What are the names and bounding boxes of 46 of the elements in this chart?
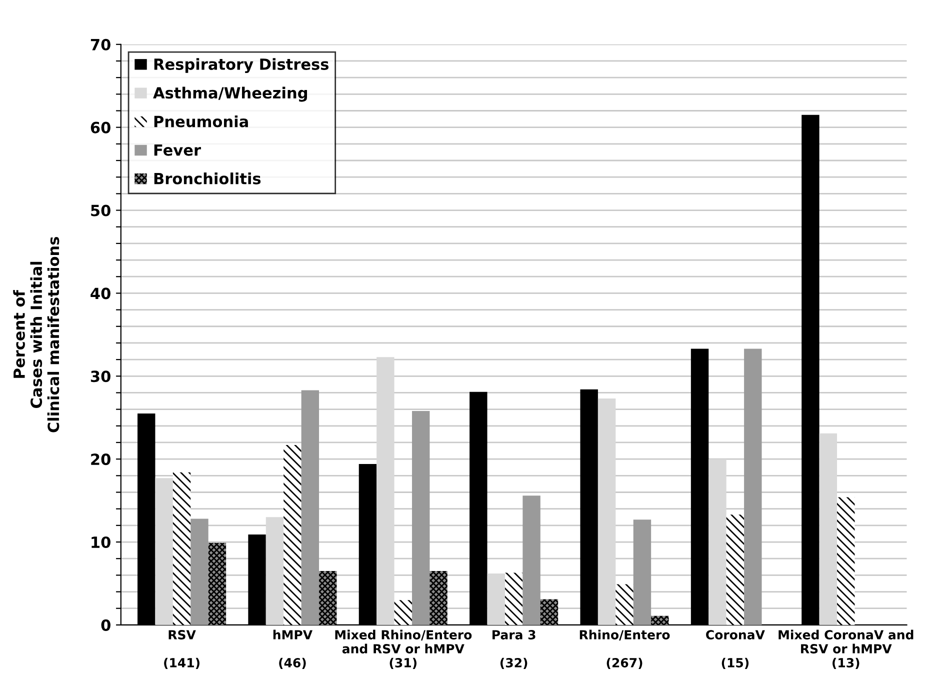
bar (708, 459, 726, 625)
bar (504, 572, 523, 625)
bar (319, 571, 337, 625)
category-label: hMPV (46) (273, 630, 312, 669)
bar (266, 517, 284, 625)
y-tick-label: 40 (90, 288, 110, 300)
legend-label: Bronchiolitis (154, 172, 261, 184)
bar (633, 520, 652, 625)
legend-label: Pneumonia (154, 115, 248, 128)
y-tick-label: 60 (90, 122, 110, 134)
bar (837, 497, 855, 625)
bar (540, 599, 558, 625)
bar (522, 496, 540, 625)
x-tick-label: Mixed CoronaV and RSV or hMPV (13) (778, 630, 914, 669)
category-label: CoronaV (15) (706, 630, 765, 669)
bar (487, 574, 505, 625)
bar (412, 410, 430, 625)
bar (726, 514, 744, 625)
bar (394, 600, 412, 625)
category-label: Rhino/Entero (267) (580, 630, 670, 669)
bar (376, 357, 394, 625)
y-tick-label: 70 (90, 38, 110, 50)
y-axis-title: Percent of Cases with Initial Clinical manifestations (13, 237, 60, 432)
y-tick-label: 20 (91, 454, 110, 466)
category-label: RSV (141) (164, 630, 200, 669)
bar (284, 444, 302, 625)
bar (430, 571, 448, 625)
bar (190, 518, 208, 625)
legend-label: Asthma/Wheezing (153, 86, 307, 102)
y-tick-label: 50 (91, 204, 110, 216)
bar (651, 616, 669, 625)
bar (208, 542, 226, 625)
bar (301, 390, 320, 625)
x-tick-label: Mixed Rhino/Entero and RSV or hMPV (31) (335, 630, 472, 669)
legend-label: Fever (154, 144, 201, 156)
y-tick-label: 10 (92, 536, 110, 548)
bar (172, 472, 191, 625)
bar (616, 584, 634, 625)
category-label: Para 3 (32) (492, 630, 536, 669)
bar (744, 348, 762, 625)
legend-label: Respiratory Distress (154, 58, 329, 74)
y-tick-label: 0 (101, 619, 110, 631)
bar (598, 398, 616, 625)
y-tick-label: 30 (90, 370, 110, 382)
bar (155, 478, 173, 625)
bar (819, 433, 838, 625)
